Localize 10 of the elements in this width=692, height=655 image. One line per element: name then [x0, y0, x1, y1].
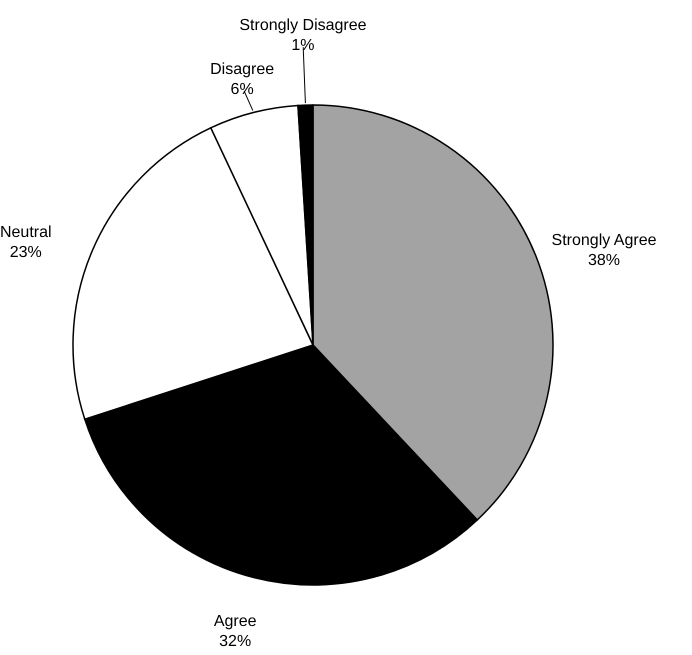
data-label: 38%: [588, 252, 620, 270]
data-label: 6%: [230, 80, 254, 98]
data-label: 23%: [10, 244, 42, 261]
slice-label: Strongly Agree: [552, 232, 657, 250]
data-label: 32%: [219, 633, 252, 650]
slice-label: Agree: [214, 613, 257, 630]
slice-label: Strongly Disagree: [239, 17, 367, 34]
data-label: 1%: [291, 37, 315, 54]
slice-label: Neutral: [0, 224, 52, 241]
slice-label: Disagree: [210, 60, 274, 78]
